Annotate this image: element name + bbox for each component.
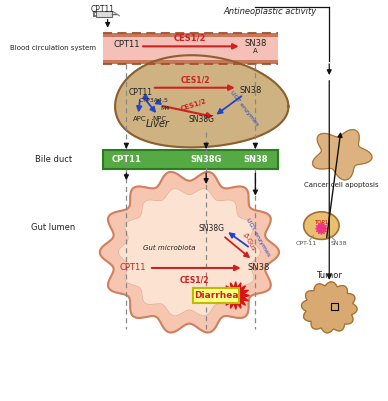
Text: NPC: NPC bbox=[153, 116, 167, 122]
Text: Antineoplastic activity: Antineoplastic activity bbox=[223, 7, 317, 16]
Polygon shape bbox=[315, 223, 327, 235]
Polygon shape bbox=[118, 188, 260, 316]
Text: CPT11: CPT11 bbox=[113, 40, 140, 49]
Text: Cancer cell apoptosis: Cancer cell apoptosis bbox=[304, 182, 378, 188]
Ellipse shape bbox=[304, 212, 339, 239]
Text: SN38: SN38 bbox=[244, 39, 267, 48]
Text: Bile duct: Bile duct bbox=[35, 155, 72, 164]
Text: TOP1: TOP1 bbox=[314, 220, 329, 225]
Text: CPT11: CPT11 bbox=[128, 88, 152, 97]
Text: CPT-11: CPT-11 bbox=[296, 241, 317, 246]
Polygon shape bbox=[100, 172, 279, 332]
Bar bbox=[103, 150, 278, 170]
Text: CPT11: CPT11 bbox=[111, 155, 141, 164]
Text: UGT enzymes: UGT enzymes bbox=[229, 90, 260, 127]
Text: SN38G: SN38G bbox=[188, 115, 214, 124]
Text: CPT11: CPT11 bbox=[91, 5, 115, 14]
Bar bbox=[103, 60, 278, 64]
Bar bbox=[96, 11, 112, 17]
Text: Gut lumen: Gut lumen bbox=[31, 223, 76, 232]
Bar bbox=[331, 304, 338, 310]
Text: β-Gus: β-Gus bbox=[241, 232, 256, 252]
Text: SN38: SN38 bbox=[239, 86, 262, 95]
Polygon shape bbox=[222, 282, 249, 309]
Text: CES1/2: CES1/2 bbox=[180, 98, 207, 112]
Text: SN38G: SN38G bbox=[191, 155, 222, 164]
Polygon shape bbox=[301, 282, 357, 333]
Text: SN38: SN38 bbox=[331, 241, 347, 246]
Text: UGT enzymes: UGT enzymes bbox=[245, 217, 271, 257]
Polygon shape bbox=[115, 55, 288, 148]
FancyBboxPatch shape bbox=[193, 288, 239, 304]
Polygon shape bbox=[313, 130, 372, 180]
Text: Gut microbiota: Gut microbiota bbox=[144, 245, 196, 251]
Text: Tumor: Tumor bbox=[316, 271, 342, 280]
Bar bbox=[103, 32, 278, 36]
Text: Diarrhea: Diarrhea bbox=[194, 291, 238, 300]
Text: Blood circulation system: Blood circulation system bbox=[10, 45, 97, 51]
Text: CES1/2: CES1/2 bbox=[180, 75, 210, 84]
Text: SN38: SN38 bbox=[243, 155, 268, 164]
Text: CPT11: CPT11 bbox=[119, 263, 146, 272]
Text: A: A bbox=[253, 48, 258, 54]
Text: CES1/2: CES1/2 bbox=[180, 275, 209, 284]
Text: CES1/2: CES1/2 bbox=[173, 34, 206, 43]
Text: SN38: SN38 bbox=[247, 263, 270, 272]
Text: APC: APC bbox=[133, 116, 147, 122]
Text: CYP3A4,5: CYP3A4,5 bbox=[139, 98, 169, 103]
Text: M4: M4 bbox=[160, 106, 170, 111]
Text: Liver: Liver bbox=[146, 119, 170, 129]
Text: SN38G: SN38G bbox=[198, 224, 224, 233]
Bar bbox=[103, 36, 278, 60]
